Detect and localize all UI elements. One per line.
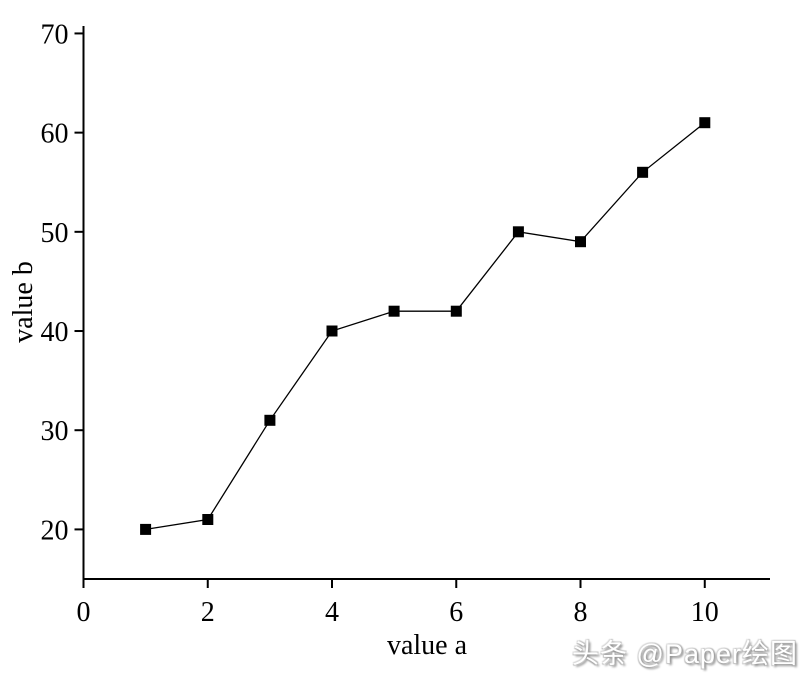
y-tick-label: 60 — [41, 119, 69, 150]
x-tick-label: 10 — [691, 597, 719, 628]
y-tick-label: 70 — [41, 19, 69, 50]
data-point-marker — [512, 226, 524, 238]
data-point-marker — [388, 305, 400, 317]
x-tick-label: 4 — [325, 597, 339, 628]
data-line — [145, 122, 706, 531]
watermark: 头条 @Paper绘图 — [572, 639, 798, 669]
x-tick-label: 6 — [449, 597, 463, 628]
x-tick-label: 0 — [77, 597, 91, 628]
data-point-marker — [450, 305, 462, 317]
y-tick-label: 30 — [41, 416, 69, 447]
data-point-marker — [326, 325, 338, 337]
x-axis-title: value a — [386, 630, 468, 661]
x-tick-label: 8 — [574, 597, 588, 628]
data-point-marker — [140, 523, 152, 535]
data-point-marker — [575, 236, 586, 248]
data-point-marker — [637, 166, 649, 178]
x-tick-label: 2 — [201, 597, 215, 628]
data-point-marker — [699, 117, 711, 129]
y-tick-label: 40 — [41, 317, 69, 348]
data-point-marker — [264, 414, 276, 426]
data-point-marker — [202, 514, 214, 525]
y-tick-label: 20 — [41, 515, 69, 546]
y-tick-label: 50 — [41, 218, 69, 249]
y-axis-title: value b — [8, 261, 39, 343]
